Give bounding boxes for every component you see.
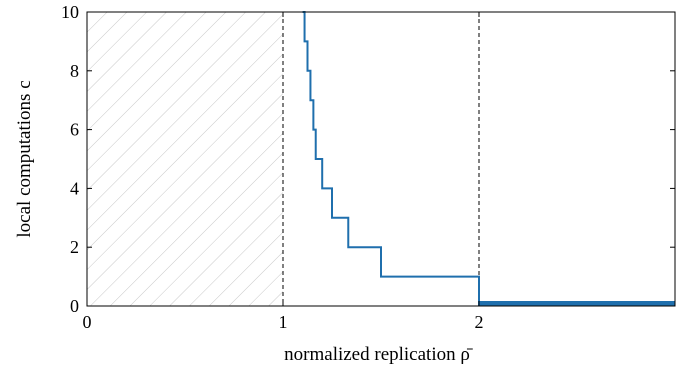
y-axis-label: local computations c: [14, 80, 35, 237]
series-line-1: [302, 11, 675, 306]
x-tick-label-0: 0: [83, 312, 92, 332]
y-tick-label-2: 2: [70, 237, 79, 257]
x-axis-label: normalized replication ρ̄: [284, 344, 473, 365]
y-tick-label-8: 8: [70, 61, 79, 81]
plot-frame: [86, 11, 676, 307]
x-tick-label-1: 1: [279, 312, 288, 332]
x-tick-label-2: 2: [475, 312, 484, 332]
y-tick-label-0: 0: [70, 296, 79, 316]
y-tick-label-4: 4: [70, 178, 79, 198]
y-tick-label-10: 10: [61, 2, 79, 22]
infeasible-region-hatch: [87, 12, 283, 306]
y-tick-label-6: 6: [70, 120, 79, 140]
